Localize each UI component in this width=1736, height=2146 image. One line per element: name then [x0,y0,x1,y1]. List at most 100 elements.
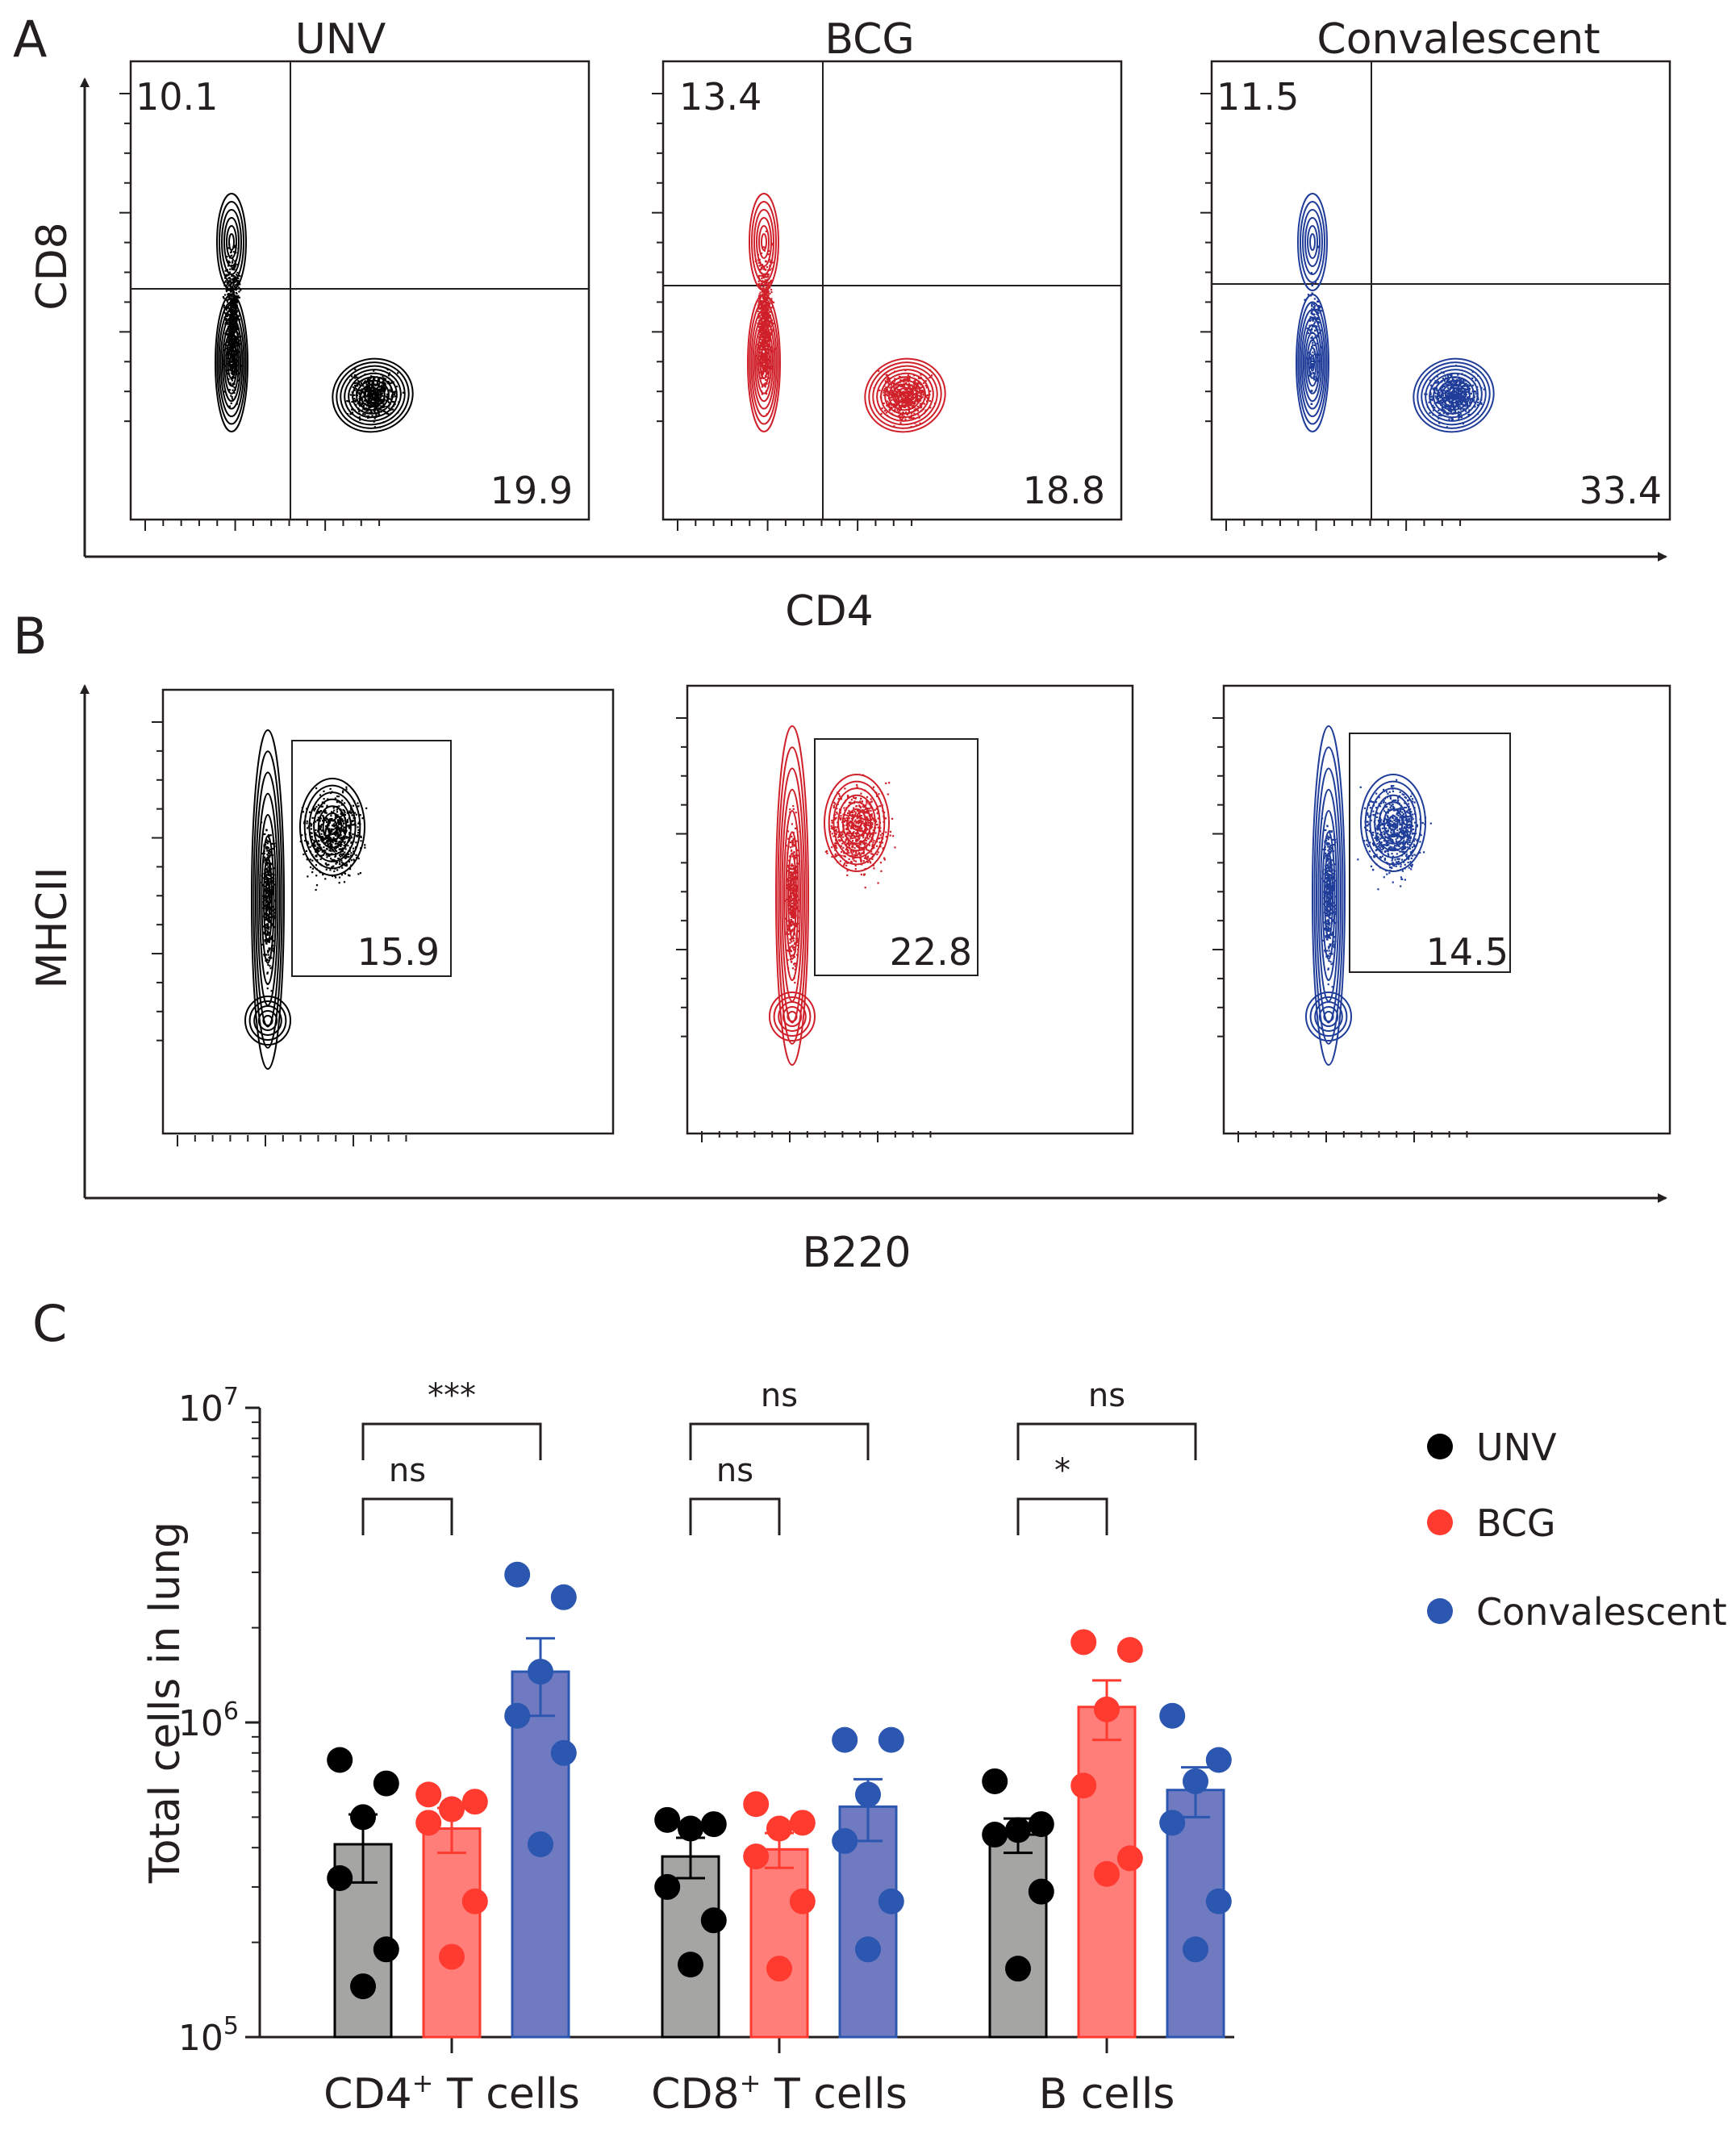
c-point-bcg [1116,1845,1143,1872]
c-point-bcg [1070,1629,1097,1655]
c-point-bcg [766,1815,792,1842]
c-bar-bcg [422,1827,482,2039]
c-point-bcg [415,1810,442,1836]
c-point-convalescent [1205,1888,1232,1914]
panel-b: B MHCII B220 15.9 22.8 14.5 [13,607,1671,1277]
c-category-label: B cells [1039,2070,1175,2119]
panel-a-title-convalescent: Convalescent [1317,15,1600,64]
c-category-label: CD4+ T cells [323,2068,580,2119]
c-sig-bracket [361,1497,453,1535]
panel-b-contours-unv [152,721,407,1146]
legend-marker-convalescent [1427,1598,1453,1624]
c-point-bcg [789,1810,816,1836]
c-point-unv [350,1973,376,2000]
panel-c-chart: 105 106 107 CD4+ T cells CD8+ T cells B cells… [178,1377,1234,2119]
c-point-convalescent [878,1888,904,1914]
panel-a-y-label: CD8 [28,222,77,310]
panel-b-gate-bcg [814,738,979,976]
c-point-bcg [1094,1860,1120,1887]
legend-label-bcg: BCG [1476,1501,1556,1545]
c-point-unv [350,1804,376,1831]
c-point-unv [700,1907,727,1934]
c-point-bcg [415,1781,442,1808]
c-point-convalescent [1159,1810,1186,1836]
c-point-bcg [1116,1637,1143,1664]
c-sig-label: ns [1088,1377,1125,1414]
c-point-convalescent [504,1702,531,1729]
c-point-convalescent [1183,1768,1208,1794]
c-sig-label: ns [389,1452,426,1489]
c-point-convalescent [855,1781,881,1808]
panel-b-frame-bcg [686,684,1134,1135]
panel-a-contours-unv [119,93,414,531]
c-category-label: CD8+ T cells [651,2068,908,2119]
c-point-convalescent [878,1726,904,1753]
c-point-convalescent [1159,1702,1186,1729]
c-point-unv [1005,1817,1031,1843]
panel-b-frame-unv [161,688,615,1135]
legend-marker-bcg [1427,1509,1453,1535]
panel-a: A CD8 CD4 UNV 10.1 19.9 BCG 13.4 18.8 [13,10,1671,636]
c-point-unv [373,1936,399,1963]
c-point-bcg [1070,1772,1097,1799]
c-point-convalescent [855,1936,881,1963]
panel-a-x-label: CD4 [785,587,873,636]
c-point-bcg [1094,1696,1120,1722]
c-point-unv [700,1811,727,1838]
c-point-convalescent [1205,1747,1232,1773]
panel-a-cd4-pct-convalescent: 33.4 [1580,469,1662,512]
panel-c-legend: UNV BCG Convalescent [1427,1426,1727,1634]
c-point-convalescent [832,1827,858,1854]
c-point-unv [327,1864,353,1891]
c-y-tick-label: 106 [178,1697,239,1744]
panel-c-letter: C [32,1294,67,1353]
c-bar-bcg [749,1847,809,2039]
c-point-unv [1028,1811,1054,1838]
panel-a-title-unv: UNV [295,15,386,64]
panel-a-frame-unv [129,60,590,521]
panel-b-gate-pct-convalescent: 14.5 [1426,930,1509,974]
c-y-tick-label: 105 [178,2012,239,2059]
c-point-convalescent [504,1561,531,1588]
c-point-bcg [743,1843,770,1870]
panel-a-plot-bcg: BCG 13.4 18.8 [652,15,1123,531]
panel-b-x-label: B220 [803,1229,912,1277]
panel-b-gate-unv [291,740,452,977]
panel-b-contours-bcg [676,717,932,1142]
legend-label-unv: UNV [1476,1426,1557,1469]
panel-a-contours-convalescent [1200,93,1495,531]
c-point-convalescent [1183,1936,1208,1963]
c-sig-label: ns [716,1452,753,1489]
c-sig-label: * [1054,1452,1070,1489]
panel-b-plot-unv: 15.9 [152,688,615,1146]
c-point-unv [982,1768,1008,1794]
c-point-convalescent [528,1831,553,1858]
c-sig-label: ns [761,1377,798,1414]
panel-c-y-label: Total cells in lung [141,1522,190,1884]
legend-label-convalescent: Convalescent [1476,1590,1727,1634]
panel-b-gate-pct-unv: 15.9 [357,930,440,974]
panel-b-letter: B [13,607,48,666]
c-sig-bracket [361,1422,542,1460]
panel-a-contours-bcg [652,93,946,531]
panel-a-cd8-pct-convalescent: 11.5 [1216,75,1299,119]
panel-a-cd8-pct-unv: 10.1 [136,75,218,119]
c-point-unv [678,1952,703,1978]
c-point-bcg [439,1796,465,1822]
panel-a-cd4-pct-bcg: 18.8 [1023,469,1105,512]
panel-b-y-label: MHCII [28,867,77,989]
c-point-unv [327,1747,353,1773]
c-point-convalescent [528,1659,553,1685]
c-sig-bracket [689,1422,870,1460]
panel-a-cd4-pct-unv: 19.9 [490,469,573,512]
c-y-tick-label: 107 [178,1383,239,1430]
panel-a-letter: A [13,10,47,69]
panel-a-cd8-pct-bcg: 13.4 [679,75,762,119]
panel-a-frame-convalescent [1210,60,1671,521]
c-point-bcg [461,1888,488,1914]
c-point-unv [654,1806,681,1833]
c-point-convalescent [832,1726,858,1753]
panel-b-gate-pct-bcg: 22.8 [890,930,972,974]
c-sig-bracket [689,1497,781,1535]
